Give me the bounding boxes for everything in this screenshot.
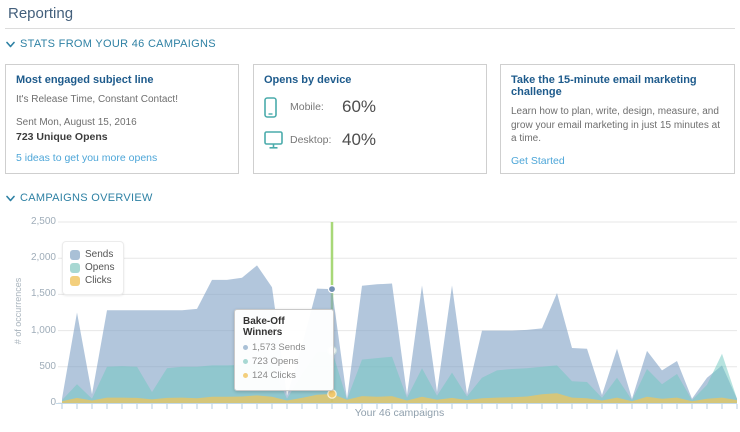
page-title: Reporting — [8, 5, 74, 22]
y-tick-label: 2,500 — [30, 216, 56, 227]
chevron-down-icon — [6, 195, 15, 202]
tooltip-clicks-value: 124 Clicks — [252, 370, 296, 381]
chevron-down-icon — [6, 41, 15, 48]
legend-item-sends[interactable]: Sends — [70, 249, 114, 260]
legend-item-opens[interactable]: Opens — [70, 262, 114, 273]
challenge-card: Take the 15-minute email marketing chall… — [500, 64, 735, 174]
clicks-legend-label: Clicks — [85, 275, 112, 286]
y-tick-label: 2,000 — [30, 252, 56, 264]
tooltip-sends-value: 1,573 Sends — [252, 342, 306, 353]
challenge-card-title: Take the 15-minute email marketing chall… — [511, 74, 697, 98]
legend-item-clicks[interactable]: Clicks — [70, 275, 114, 286]
sends-swatch — [70, 249, 80, 260]
tooltip-clicks-row: 124 Clicks — [243, 370, 325, 381]
more-opens-link[interactable]: 5 ideas to get you more opens — [16, 152, 158, 164]
chart-tooltip: Bake-Off Winners 1,573 Sends 723 Opens 1… — [234, 309, 334, 391]
clicks-bullet-icon — [243, 373, 248, 378]
opens-swatch — [70, 262, 80, 273]
y-tick-label: 500 — [39, 360, 56, 372]
mobile-row: Mobile: 60% — [264, 95, 476, 119]
stats-section-toggle[interactable]: STATS FROM YOUR 46 CAMPAIGNS — [6, 38, 216, 50]
most-engaged-card: Most engaged subject line It's Release T… — [5, 64, 239, 174]
y-tick-label: 0 — [50, 397, 56, 408]
chart-legend: Sends Opens Clicks — [62, 241, 125, 295]
campaigns-section-label: CAMPAIGNS OVERVIEW — [20, 192, 153, 204]
x-axis-title: Your 46 campaigns — [354, 407, 445, 419]
y-tick-label: 1,000 — [30, 324, 56, 336]
desktop-monitor-icon — [264, 131, 290, 149]
clicks-swatch — [70, 275, 80, 286]
sends-bullet-icon — [243, 345, 248, 350]
opens-legend-label: Opens — [85, 262, 115, 273]
stats-section-label: STATS FROM YOUR 46 CAMPAIGNS — [20, 38, 216, 50]
sent-date: Sent Mon, August 15, 2016 — [16, 116, 137, 128]
y-tick-label: 1,500 — [30, 288, 56, 300]
sends-legend-label: Sends — [85, 249, 114, 260]
campaigns-section-toggle[interactable]: CAMPAIGNS OVERVIEW — [6, 192, 153, 204]
desktop-value: 40% — [342, 130, 377, 149]
get-started-link[interactable]: Get Started — [511, 154, 565, 167]
tooltip-opens-value: 723 Opens — [252, 356, 299, 367]
tooltip-sends-row: 1,573 Sends — [243, 342, 325, 353]
subject-line: It's Release Time, Constant Contact! — [16, 94, 178, 105]
engaged-card-title: Most engaged subject line — [16, 74, 154, 86]
mobile-value: 60% — [342, 97, 377, 116]
opens-by-device-card: Opens by device Mobile: 60% Desktop: 40% — [253, 64, 487, 174]
mobile-label: Mobile: — [290, 101, 324, 113]
device-card-title: Opens by device — [264, 74, 352, 86]
desktop-label: Desktop: — [290, 134, 332, 146]
mobile-phone-icon — [264, 96, 290, 118]
challenge-description: Learn how to plan, write, design, measur… — [511, 106, 720, 144]
header-divider — [5, 28, 735, 29]
tooltip-campaign-name: Bake-Off Winners — [243, 316, 285, 338]
y-axis-title: # of occurrences — [13, 277, 23, 345]
tooltip-opens-row: 723 Opens — [243, 356, 325, 367]
opens-bullet-icon — [243, 359, 248, 364]
unique-opens: 723 Unique Opens — [16, 131, 108, 143]
desktop-row: Desktop: 40% — [264, 128, 476, 152]
